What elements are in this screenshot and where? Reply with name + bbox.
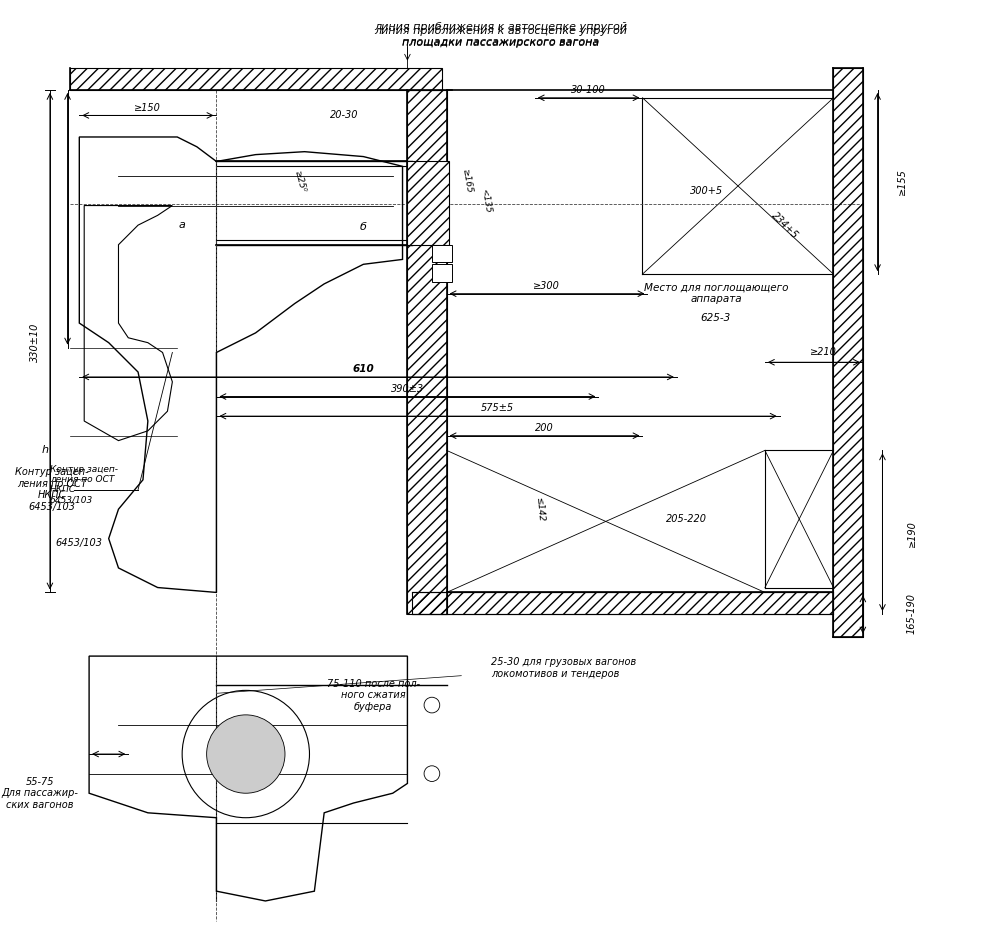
Text: б: б xyxy=(360,222,367,232)
Text: 55-75
Для пассажир-
ских вагонов: 55-75 Для пассажир- ских вагонов xyxy=(2,776,79,810)
Bar xyxy=(70,69,442,90)
Text: Место для поглощающего
аппарата: Место для поглощающего аппарата xyxy=(644,283,788,305)
Text: ≥155: ≥155 xyxy=(897,168,907,196)
Text: Контур зацеп-
ления по ОСТ
НКПС
6453/103: Контур зацеп- ления по ОСТ НКПС 6453/103 xyxy=(15,467,89,512)
Text: 165-190: 165-190 xyxy=(907,593,917,634)
Text: ≥210: ≥210 xyxy=(810,348,837,357)
Text: 234+5: 234+5 xyxy=(769,210,800,241)
Text: ≥25⁰: ≥25⁰ xyxy=(292,169,307,193)
Text: 575±5: 575±5 xyxy=(481,403,514,414)
Text: ≥150: ≥150 xyxy=(134,102,161,113)
Bar xyxy=(432,244,452,262)
Text: 300+5: 300+5 xyxy=(690,186,723,196)
Circle shape xyxy=(207,714,285,793)
Text: <135: <135 xyxy=(479,188,492,213)
Text: ≥190: ≥190 xyxy=(907,520,917,547)
Bar xyxy=(407,162,449,244)
Bar xyxy=(833,69,863,636)
Text: 200: 200 xyxy=(535,423,554,433)
Text: 30-100: 30-100 xyxy=(571,85,606,95)
Text: 625-3: 625-3 xyxy=(701,313,731,323)
Text: площадки пассажирского вагона: площадки пассажирского вагона xyxy=(402,37,599,47)
Text: a: a xyxy=(179,220,186,230)
Text: h: h xyxy=(42,446,49,455)
Text: ≤142: ≤142 xyxy=(534,496,545,522)
Text: линия приближения к автосцепке упругой: линия приближения к автосцепке упругой xyxy=(374,23,627,32)
Text: Контур зацеп-
ления по ОСТ
НКПС
6453/103: Контур зацеп- ления по ОСТ НКПС 6453/103 xyxy=(50,464,118,505)
Bar xyxy=(412,592,833,614)
Text: 6453/103: 6453/103 xyxy=(56,539,103,548)
Text: 205-220: 205-220 xyxy=(666,514,707,524)
Text: 20-30: 20-30 xyxy=(330,110,358,120)
Text: ≥165: ≥165 xyxy=(460,168,473,194)
Bar xyxy=(407,90,447,614)
Bar xyxy=(432,264,452,282)
Text: 75-110 после пол-
ного сжатия
буфера: 75-110 после пол- ного сжатия буфера xyxy=(327,679,420,712)
Text: 390±3: 390±3 xyxy=(391,384,424,394)
Text: 25-30 для грузовых вагонов
локомотивов и тендеров: 25-30 для грузовых вагонов локомотивов и… xyxy=(491,657,636,679)
Text: 330±10: 330±10 xyxy=(30,323,40,362)
Text: ≥300: ≥300 xyxy=(533,281,560,290)
Text: линия приближения к автосцепке упругой
площадки пассажирского вагона: линия приближения к автосцепке упругой п… xyxy=(374,26,627,48)
Text: 610: 610 xyxy=(352,364,374,374)
